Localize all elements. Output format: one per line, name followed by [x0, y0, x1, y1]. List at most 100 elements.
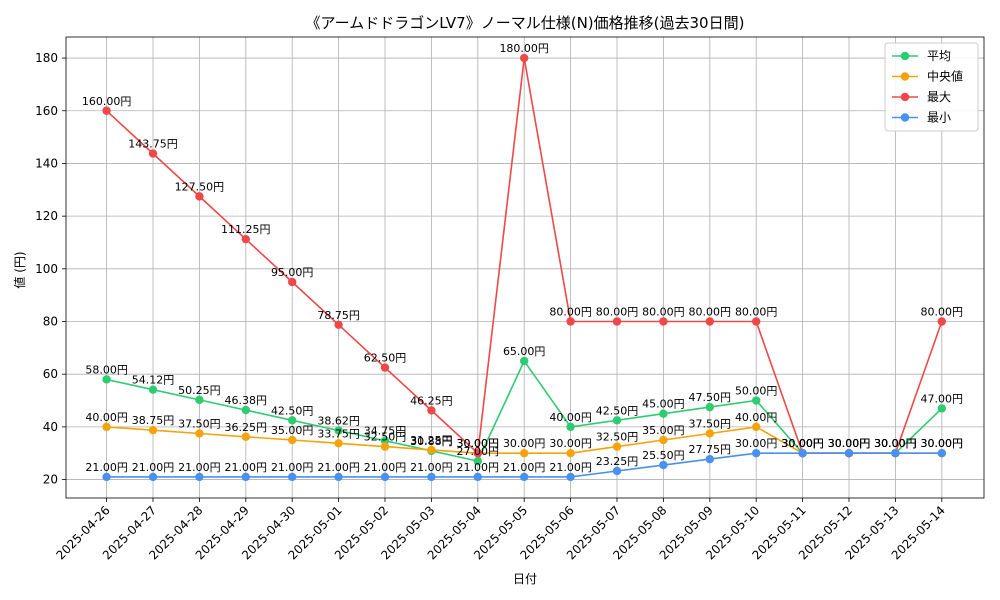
data-point [334, 320, 343, 329]
data-point [937, 317, 946, 326]
data-label: 30.00円 [874, 437, 917, 450]
data-label: 30.00円 [457, 437, 500, 450]
data-label: 21.00円 [225, 461, 268, 474]
data-label: 32.50円 [596, 431, 639, 444]
data-point [195, 472, 204, 482]
data-point [102, 472, 111, 482]
data-label: 37.50円 [178, 417, 221, 430]
data-point [659, 435, 668, 445]
data-label: 30.00円 [781, 437, 824, 450]
legend-swatch-marker [900, 113, 910, 122]
data-label: 111.25円 [221, 223, 271, 236]
data-label: 30.00円 [781, 437, 824, 450]
data-label: 80.00円 [921, 306, 964, 319]
data-point [380, 472, 390, 482]
data-label: 35.00円 [271, 424, 314, 437]
data-label: 30.88円 [410, 435, 453, 448]
data-point [844, 449, 854, 458]
data-point [334, 472, 343, 482]
data-point [705, 317, 714, 326]
data-label: 30.00円 [781, 437, 824, 450]
data-label: 58.00円 [85, 363, 128, 376]
legend-swatch-marker [900, 72, 910, 81]
data-label-layer: 58.00円54.12円50.25円46.38円42.50円38.62円34.7… [82, 42, 963, 474]
data-label: 36.25円 [225, 421, 268, 434]
y-tick-label: 160 [35, 104, 58, 118]
x-axis-title: 日付 [513, 572, 537, 586]
data-label: 21.00円 [271, 461, 314, 474]
data-point [148, 385, 158, 394]
y-tick-label: 100 [35, 262, 58, 276]
data-label: 34.75円 [364, 425, 407, 438]
data-point [102, 106, 111, 115]
y-tick-label: 20 [43, 473, 58, 487]
data-label: 21.00円 [132, 461, 175, 474]
data-point [473, 449, 482, 458]
data-point [427, 406, 436, 415]
data-point [334, 439, 343, 448]
data-label: 37.50円 [689, 417, 732, 430]
data-point [612, 317, 622, 326]
data-label: 21.00円 [410, 461, 453, 474]
data-label: 30.00円 [781, 437, 824, 450]
data-point [520, 472, 529, 482]
data-point [195, 429, 204, 438]
y-tick-label: 60 [43, 367, 58, 381]
data-label: 80.00円 [596, 306, 639, 319]
data-label: 25.50円 [642, 449, 685, 462]
data-label: 30.00円 [874, 437, 917, 450]
data-point [195, 395, 204, 405]
data-label: 78.75円 [317, 309, 360, 322]
data-label: 42.50円 [271, 404, 314, 417]
data-point [148, 472, 158, 482]
data-label: 45.00円 [642, 398, 685, 411]
data-label: 30.00円 [828, 437, 871, 450]
data-label: 27.00円 [457, 445, 500, 458]
data-label: 46.25円 [410, 394, 453, 407]
data-point [334, 426, 343, 435]
data-point [241, 472, 250, 482]
data-point [288, 435, 297, 445]
data-label: 54.12円 [132, 374, 175, 387]
data-point [566, 472, 575, 482]
data-label: 40.00円 [549, 411, 592, 424]
data-label: 38.62円 [317, 415, 360, 428]
data-point [427, 472, 436, 482]
legend-label: 平均 [927, 49, 951, 63]
data-label: 38.75円 [132, 414, 175, 427]
data-label: 143.75円 [128, 138, 178, 151]
data-point [891, 449, 900, 458]
data-point [473, 456, 482, 466]
y-axis-title: 値 (円) [12, 251, 27, 288]
data-label: 30.00円 [503, 437, 546, 450]
data-label: 95.00円 [271, 266, 314, 279]
data-point [566, 317, 575, 326]
data-point [241, 432, 250, 441]
data-point [520, 449, 529, 458]
data-point [752, 449, 761, 458]
data-label: 46.38円 [225, 394, 268, 407]
data-label: 80.00円 [549, 306, 592, 319]
data-label: 40.00円 [85, 411, 128, 424]
data-point [102, 422, 111, 432]
chart-title: 《アームドドラゴンLV7》ノーマル仕様(N)価格推移(過去30日間) [306, 14, 745, 32]
data-point [612, 466, 622, 476]
data-label: 32.50円 [364, 431, 407, 444]
data-label: 30.00円 [921, 437, 964, 450]
x-tick-layer: 2025-04-262025-04-272025-04-282025-04-29… [54, 498, 948, 562]
data-point [752, 396, 761, 405]
data-point [241, 405, 250, 415]
data-label: 47.00円 [921, 392, 964, 405]
data-point [752, 422, 761, 432]
data-label: 50.00円 [735, 385, 778, 398]
data-label: 31.25円 [410, 434, 453, 447]
data-label: 30.00円 [828, 437, 871, 450]
data-label: 30.00円 [828, 437, 871, 450]
y-tick-label: 80 [43, 315, 58, 329]
data-point [566, 449, 575, 458]
data-point [937, 449, 946, 458]
data-label: 21.00円 [317, 461, 360, 474]
